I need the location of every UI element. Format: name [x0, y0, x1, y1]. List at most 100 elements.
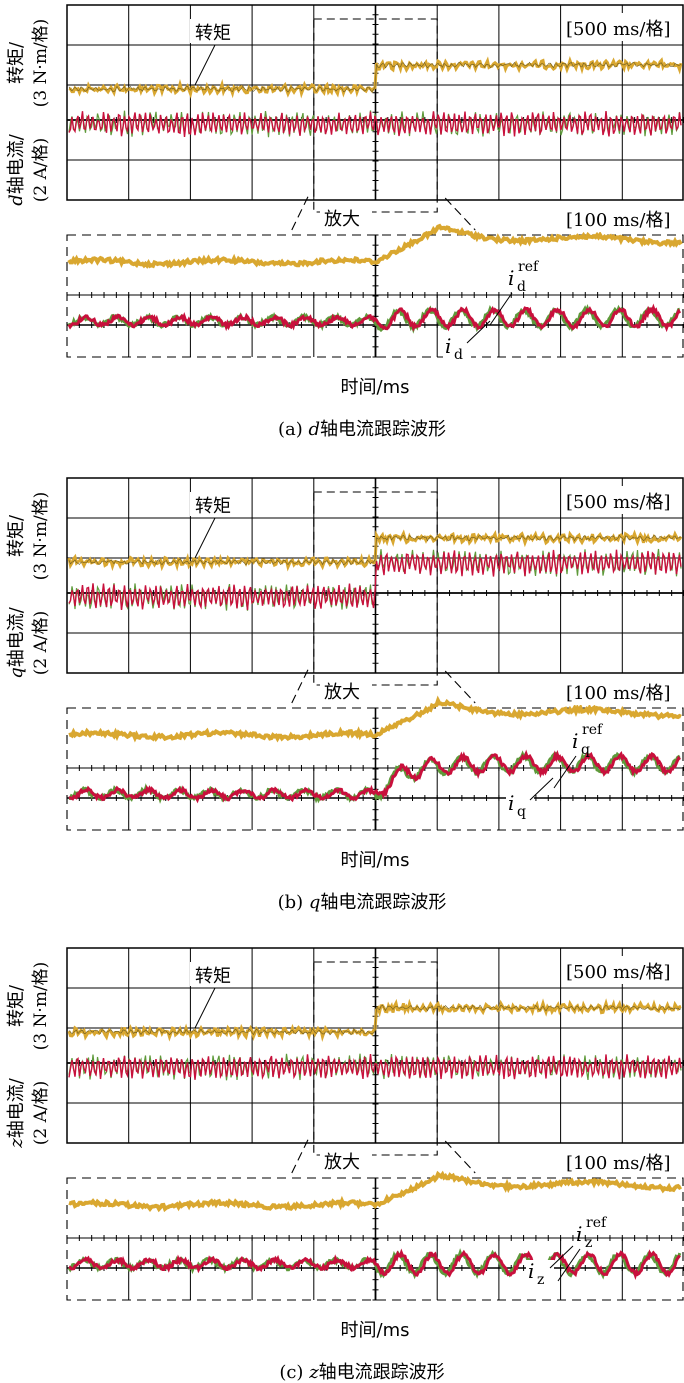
ref-label-main: i — [572, 729, 578, 753]
ref-label-sup: ref — [586, 1215, 608, 1231]
ref-label-sup: ref — [518, 259, 540, 275]
torque-label: 转矩 — [195, 23, 231, 44]
leader-line — [549, 1245, 574, 1269]
torque-label: 转矩 — [195, 966, 231, 987]
ref-label-main: i — [576, 1222, 582, 1246]
zoom-torque-trace — [67, 223, 683, 269]
caption-prefix: (c) — [279, 1362, 309, 1383]
zoom-window — [313, 961, 438, 1156]
label-bg — [320, 677, 372, 703]
ylabel-torque-line1: 转矩/ — [6, 984, 27, 1027]
label-bg — [562, 486, 680, 514]
zoom-current-ref-trace — [67, 303, 682, 333]
ref-label-sub: q — [581, 742, 590, 758]
ref-label-sup: ref — [582, 722, 604, 738]
ylabel-torque-line2: (3 N·m/格) — [31, 492, 51, 581]
zoom-connector — [291, 1137, 310, 1174]
label-bg — [562, 956, 680, 984]
ylabel-torque: 转矩/(3 N·m/格) — [6, 19, 51, 108]
timescale-top: [500 ms/格] — [566, 492, 671, 513]
meas-label-main: i — [445, 334, 451, 358]
label-bg — [190, 962, 246, 986]
label-bg — [320, 204, 372, 230]
zoom-connector — [444, 1140, 476, 1174]
label-bg — [443, 335, 471, 363]
leader-line — [489, 292, 513, 326]
label-bg — [562, 13, 680, 41]
zoom-connector — [444, 670, 476, 704]
current-ref-trace — [68, 1054, 682, 1080]
label-bg — [190, 492, 246, 516]
ylabel-torque-line2: (3 N·m/格) — [31, 962, 51, 1051]
meas-label-sub: d — [454, 347, 463, 363]
caption-var: q — [309, 892, 321, 913]
ylabel-torque-line2: (3 N·m/格) — [31, 19, 51, 108]
zoom-label: 放大 — [324, 209, 360, 230]
label-bg — [190, 19, 246, 43]
panel-caption: (a) d轴电流跟踪波形 — [278, 419, 446, 440]
ylabel-current-line1: z轴电流/ — [6, 1077, 27, 1148]
zoom-connector — [291, 194, 310, 231]
torque-trace-edge — [68, 534, 682, 566]
ylabel-current-line2: (2 A/格) — [31, 138, 51, 203]
torque-trace-edge — [68, 61, 682, 93]
ylabel-current-var: d — [6, 194, 27, 206]
timescale-zoom: [100 ms/格] — [566, 1153, 671, 1174]
current-ref-trace — [68, 549, 682, 611]
leader-line — [194, 987, 216, 1029]
caption-prefix: (b) — [278, 892, 309, 913]
ylabel-torque-line1: 转矩/ — [6, 41, 27, 84]
zoom-current-ref-trace — [68, 1248, 681, 1281]
ylabel-current-var: q — [6, 667, 27, 679]
panel-caption: (c) z轴电流跟踪波形 — [279, 1362, 444, 1383]
timescale-zoom: [100 ms/格] — [566, 683, 671, 704]
caption-text: 轴电流跟踪波形 — [320, 419, 446, 440]
label-bg — [506, 792, 534, 820]
ylabel-current-line2: (2 A/格) — [31, 1081, 51, 1146]
current-ref-trace — [68, 110, 682, 137]
label-bg — [526, 1260, 554, 1288]
ylabel-current: d轴电流/(2 A/格) — [6, 133, 51, 206]
label-bg — [562, 677, 680, 705]
meas-label-sub: z — [537, 1272, 544, 1288]
ref-label-sub: d — [517, 279, 526, 295]
caption-prefix: (a) — [278, 419, 309, 440]
label-bg — [562, 1147, 680, 1175]
leader-line — [194, 44, 216, 86]
caption-text: 轴电流跟踪波形 — [319, 1362, 445, 1383]
ylabel-current-line1: q轴电流/ — [6, 606, 27, 679]
torque-label: 转矩 — [195, 496, 231, 517]
leader-line — [557, 1248, 581, 1282]
zoom-torque-trace — [68, 1170, 683, 1213]
timescale-top: [500 ms/格] — [566, 19, 671, 40]
ylabel-torque: 转矩/(3 N·m/格) — [6, 962, 51, 1051]
xlabel: 时间/ms — [341, 377, 410, 398]
meas-label-sub: q — [517, 804, 526, 820]
ref-label-main: i — [508, 266, 514, 290]
meas-label-main: i — [528, 1259, 534, 1283]
label-bg — [320, 1147, 372, 1173]
zoom-connector — [291, 667, 310, 704]
caption-var: d — [308, 419, 320, 440]
ylabel-current-var: z — [6, 1138, 27, 1149]
zoom-connector — [444, 197, 476, 231]
ylabel-current-text: 轴电流/ — [6, 606, 27, 667]
ylabel-current: z轴电流/(2 A/格) — [6, 1077, 51, 1148]
leader-line — [194, 517, 216, 559]
timescale-zoom: [100 ms/格] — [566, 210, 671, 231]
timescale-top: [500 ms/格] — [566, 962, 671, 983]
zoom-label: 放大 — [324, 1152, 360, 1173]
zoom-current-ref-trace — [68, 749, 681, 804]
ylabel-current-text: 轴电流/ — [6, 133, 27, 194]
xlabel: 时间/ms — [341, 1320, 410, 1341]
xlabel: 时间/ms — [341, 850, 410, 871]
ylabel-torque: 转矩/(3 N·m/格) — [6, 492, 51, 581]
leader-line — [529, 777, 554, 801]
zoom-torque-trace — [68, 695, 682, 743]
ylabel-current: q轴电流/(2 A/格) — [6, 606, 51, 679]
meas-label-main: i — [508, 791, 514, 815]
ylabel-current-text: 轴电流/ — [6, 1077, 27, 1138]
